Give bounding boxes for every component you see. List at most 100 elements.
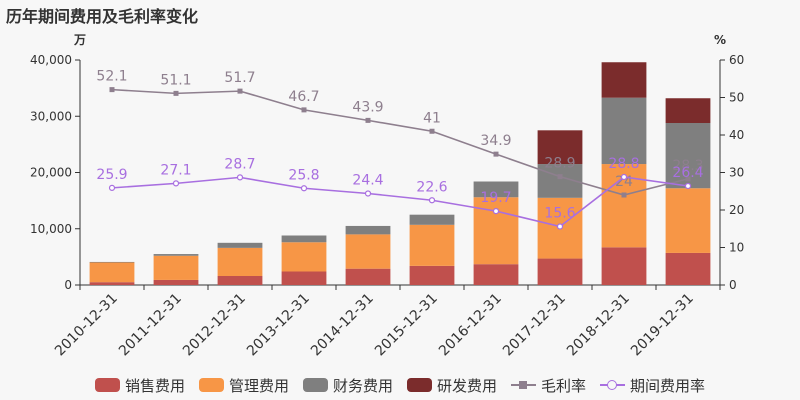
x-tick-label: 2012-12-31: [180, 291, 249, 360]
bar-sales: [665, 252, 711, 285]
expense-ratio-point: [684, 182, 692, 190]
left-axis-unit: 万: [73, 33, 86, 47]
gross-margin-data-label: 43.9: [352, 99, 383, 115]
chart-title: 历年期间费用及毛利率变化: [6, 7, 199, 26]
bar-rd: [537, 130, 583, 165]
gross-margin-data-label: 41: [423, 110, 441, 126]
gross-margin-data-label: 34.9: [480, 133, 511, 149]
right-tick-label: 60: [729, 53, 744, 67]
bar-rd: [601, 62, 647, 98]
bar-finance: [153, 254, 199, 256]
expense-ratio-data-label: 15.6: [544, 206, 575, 222]
gross-margin-data-label: 52.1: [96, 69, 127, 85]
x-tick-label: 2017-12-31: [500, 291, 569, 360]
expense-ratio-point: [620, 173, 628, 181]
bar-rd: [665, 98, 711, 123]
legend-swatch-finance: [302, 378, 328, 392]
bar-admin: [473, 197, 519, 265]
expense-ratio-point: [556, 223, 564, 230]
x-tick-label: 2010-12-31: [52, 291, 121, 360]
expense-ratio-data-label: 28.8: [608, 156, 639, 172]
expense-ratio-data-label: 27.1: [160, 162, 191, 178]
bar-finance: [217, 242, 263, 248]
right-tick-label: 20: [729, 203, 744, 217]
gross-margin-point: [301, 107, 307, 113]
legend-item-sales[interactable]: 销售费用: [94, 375, 185, 396]
expense-ratio-point: [492, 208, 500, 215]
expense-ratio-point: [364, 190, 372, 197]
right-tick-label: 10: [729, 241, 744, 255]
bar-finance: [281, 235, 327, 243]
legend-label-gross-margin: 毛利率: [541, 376, 587, 395]
legend-item-rd[interactable]: 研发费用: [407, 375, 497, 396]
gross-margin-point: [109, 87, 115, 93]
legend-item-admin[interactable]: 管理费用: [198, 375, 289, 396]
expense-ratio-point: [108, 184, 116, 191]
bar-sales: [217, 276, 263, 285]
bar-admin: [409, 224, 455, 266]
expense-ratio-line: [111, 176, 689, 228]
right-axis-unit: %: [714, 33, 726, 47]
gross-margin-point: [685, 176, 691, 182]
legend-label-admin: 管理费用: [228, 376, 289, 395]
legend-swatch-expense-ratio: [600, 378, 626, 392]
x-tick-label: 2018-12-31: [564, 291, 633, 360]
legend: 销售费用 管理费用 财务费用 研发费用 毛利率 期间费用率: [0, 372, 800, 398]
left-tick-label: 20,000: [30, 166, 72, 180]
expense-ratio-data-label: 28.7: [224, 156, 255, 172]
gross-margin-point: [621, 192, 627, 198]
right-tick-label: 30: [729, 166, 744, 180]
bar-finance: [601, 97, 647, 165]
gross-margin-data-label: 51.1: [160, 72, 191, 88]
expense-ratio-data-label: 22.6: [416, 179, 447, 195]
legend-swatch-rd: [407, 378, 432, 392]
x-tick-label: 2019-12-31: [628, 291, 697, 360]
x-tick-label: 2011-12-31: [116, 291, 185, 360]
legend-item-expense-ratio[interactable]: 期间费用率: [600, 375, 705, 396]
bar-sales: [345, 268, 391, 285]
expense-ratio-data-label: 26.4: [672, 165, 703, 181]
legend-item-gross-margin[interactable]: 毛利率: [511, 375, 586, 396]
gross-margin-point: [557, 174, 563, 180]
bar-sales: [409, 265, 455, 285]
right-tick-label: 50: [729, 91, 744, 105]
combo-chart: 万 % 0 10,000 20,000 30,000 40,000 0 10 20 30 40 50 60…: [30, 33, 744, 360]
bar-admin: [281, 242, 327, 272]
bar-sales: [153, 279, 199, 285]
expense-ratio-point: [172, 180, 180, 187]
bar-admin: [665, 188, 711, 253]
left-tick-label: 30,000: [30, 109, 72, 123]
left-tick-label: 0: [64, 278, 72, 292]
bar-admin: [217, 247, 263, 276]
gross-margin-point: [365, 117, 371, 123]
right-tick-label: 40: [729, 128, 744, 142]
bar-admin: [345, 234, 391, 269]
x-tick-label: 2016-12-31: [436, 291, 505, 360]
x-tick-label: 2014-12-31: [308, 291, 377, 360]
expense-ratio-data-label: 24.4: [352, 173, 383, 189]
gross-margin-point: [173, 90, 179, 96]
left-tick-label: 40,000: [30, 53, 72, 67]
expense-ratio-point: [428, 197, 436, 204]
gross-margin-data-label: 46.7: [288, 89, 319, 105]
bar-finance: [89, 261, 135, 263]
gross-margin-point: [493, 151, 499, 157]
legend-label-rd: 研发费用: [437, 376, 498, 395]
legend-label-expense-ratio: 期间费用率: [630, 376, 706, 395]
gross-margin-point: [429, 128, 435, 134]
bar-sales: [601, 247, 647, 285]
x-tick-label: 2015-12-31: [372, 291, 441, 360]
legend-swatch-sales: [94, 378, 120, 392]
legend-label-finance: 财务费用: [332, 376, 393, 395]
gross-margin-point: [237, 88, 243, 94]
expense-ratio-point: [236, 174, 244, 181]
legend-swatch-gross-margin: [511, 378, 537, 392]
bar-finance: [409, 214, 455, 225]
bar-finance: [345, 225, 391, 235]
expense-ratio-point: [300, 185, 308, 192]
expense-ratio-data-label: 25.9: [96, 167, 127, 183]
legend-item-finance[interactable]: 财务费用: [302, 375, 393, 396]
gross-margin-data-label: 51.7: [224, 70, 255, 86]
legend-swatch-admin: [198, 378, 224, 392]
bar-sales: [281, 271, 327, 285]
